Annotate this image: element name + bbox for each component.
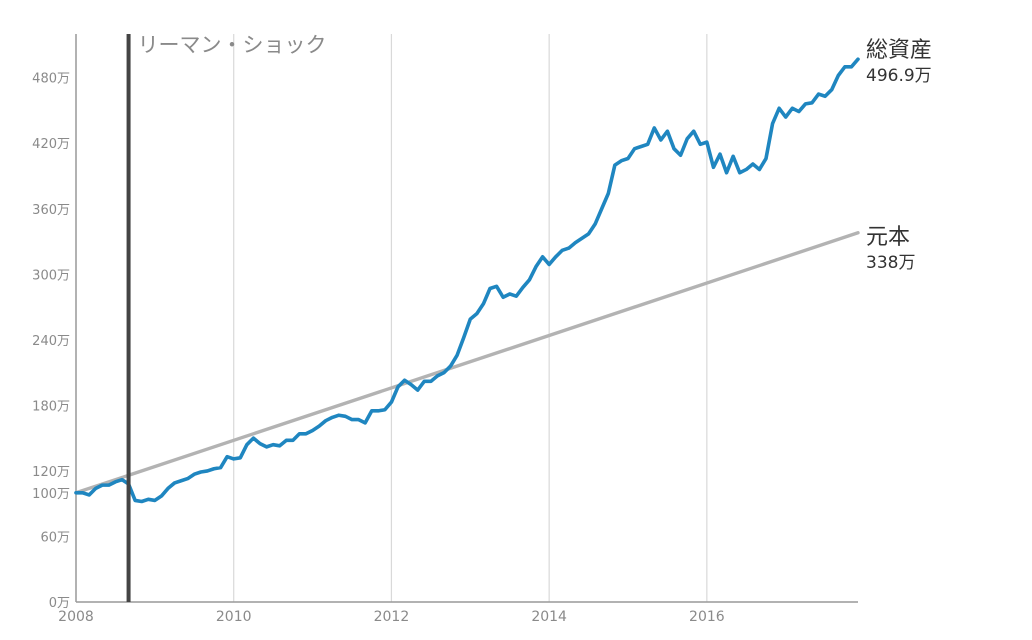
y-tick-label: 0万 [49, 596, 70, 611]
principal-line [74, 231, 860, 495]
y-axis-ticks: 0万 60万 100万 120万 180万 240万 300万 360万 420万 480万 [32, 72, 70, 611]
series-end-value: 496.9万 [866, 66, 932, 86]
x-tick-label: 2010 [216, 609, 252, 625]
y-tick-label: 300万 [32, 268, 70, 283]
y-tick-label: 60万 [40, 530, 70, 545]
series-end-value: 338万 [866, 253, 915, 273]
x-tick-label: 2014 [531, 609, 567, 625]
y-tick-label: 100万 [32, 487, 70, 502]
y-tick-label: 480万 [32, 72, 70, 87]
total-assets-line [74, 57, 860, 504]
series-name-label: 総資産 [866, 38, 932, 63]
lehman-shock-label: リーマン・ショック [138, 33, 327, 57]
x-axis-ticks: 2008 2010 2012 2014 2016 [58, 609, 725, 625]
y-tick-label: 420万 [32, 137, 70, 152]
x-tick-label: 2012 [374, 609, 410, 625]
y-tick-label: 240万 [32, 334, 70, 349]
x-tick-label: 2008 [58, 609, 94, 625]
vertical-gridlines [233, 34, 708, 602]
x-tick-label: 2016 [689, 609, 725, 625]
y-tick-label: 180万 [32, 399, 70, 414]
series-name-label: 元本 [866, 225, 910, 250]
y-tick-label: 360万 [32, 203, 70, 218]
y-tick-label: 120万 [32, 465, 70, 480]
series-lines [74, 57, 860, 504]
